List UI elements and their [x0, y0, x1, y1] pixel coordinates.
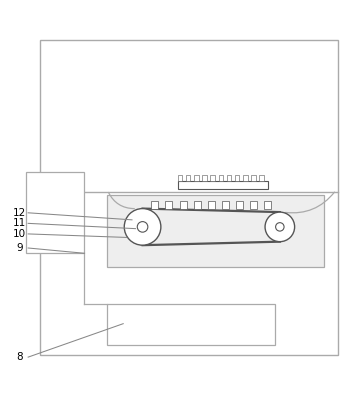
Text: 11: 11 [13, 218, 26, 228]
Text: 10: 10 [13, 229, 26, 239]
Bar [202, 175, 207, 182]
Bar [227, 175, 231, 182]
Bar [107, 304, 275, 345]
Circle shape [265, 212, 295, 242]
Bar [165, 201, 172, 208]
Bar [243, 175, 247, 182]
Bar [235, 175, 239, 182]
Bar [26, 172, 84, 253]
Bar [251, 175, 256, 182]
Bar [259, 175, 264, 182]
Bar [186, 175, 190, 182]
Bar [210, 175, 215, 182]
Bar [178, 182, 268, 189]
Bar [208, 201, 215, 208]
Bar [194, 175, 199, 182]
Bar [236, 201, 243, 208]
Text: 12: 12 [13, 208, 26, 218]
Bar [107, 195, 324, 267]
Text: 8: 8 [16, 352, 23, 362]
Bar [219, 175, 223, 182]
Bar [194, 201, 201, 208]
Circle shape [137, 222, 148, 232]
Bar [180, 201, 187, 208]
Bar [264, 201, 271, 208]
Circle shape [276, 223, 284, 231]
Text: 9: 9 [16, 243, 23, 253]
Bar [178, 175, 182, 182]
Circle shape [124, 208, 161, 245]
Bar [40, 40, 338, 355]
Bar [250, 201, 257, 208]
Bar [222, 201, 229, 208]
Bar [151, 201, 158, 208]
